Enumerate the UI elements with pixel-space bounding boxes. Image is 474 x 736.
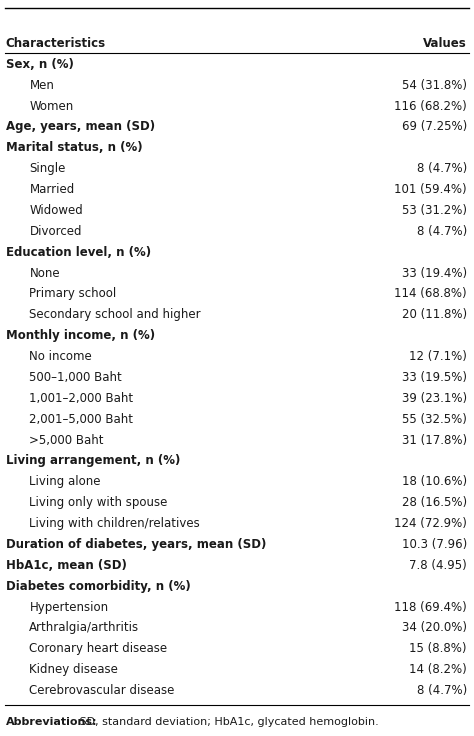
Text: HbA1c, mean (SD): HbA1c, mean (SD) bbox=[6, 559, 127, 572]
Text: 8 (4.7%): 8 (4.7%) bbox=[417, 225, 467, 238]
Text: Women: Women bbox=[29, 99, 73, 113]
Text: 8 (4.7%): 8 (4.7%) bbox=[417, 162, 467, 175]
Text: Sex, n (%): Sex, n (%) bbox=[6, 58, 73, 71]
Text: Coronary heart disease: Coronary heart disease bbox=[29, 643, 167, 655]
Text: 8 (4.7%): 8 (4.7%) bbox=[417, 684, 467, 697]
Text: No income: No income bbox=[29, 350, 92, 363]
Text: 15 (8.8%): 15 (8.8%) bbox=[410, 643, 467, 655]
Text: 20 (11.8%): 20 (11.8%) bbox=[402, 308, 467, 322]
Text: Monthly income, n (%): Monthly income, n (%) bbox=[6, 329, 155, 342]
Text: Education level, n (%): Education level, n (%) bbox=[6, 246, 151, 259]
Text: Married: Married bbox=[29, 183, 74, 196]
Text: 14 (8.2%): 14 (8.2%) bbox=[409, 663, 467, 676]
Text: Duration of diabetes, years, mean (SD): Duration of diabetes, years, mean (SD) bbox=[6, 538, 266, 551]
Text: Cerebrovascular disease: Cerebrovascular disease bbox=[29, 684, 175, 697]
Text: 33 (19.5%): 33 (19.5%) bbox=[402, 371, 467, 384]
Text: Single: Single bbox=[29, 162, 66, 175]
Text: Living arrangement, n (%): Living arrangement, n (%) bbox=[6, 455, 180, 467]
Text: SD, standard deviation; HbA1c, glycated hemoglobin.: SD, standard deviation; HbA1c, glycated … bbox=[76, 717, 379, 727]
Text: Diabetes comorbidity, n (%): Diabetes comorbidity, n (%) bbox=[6, 580, 191, 592]
Text: 34 (20.0%): 34 (20.0%) bbox=[402, 621, 467, 634]
Text: 31 (17.8%): 31 (17.8%) bbox=[402, 434, 467, 447]
Text: Marital status, n (%): Marital status, n (%) bbox=[6, 141, 142, 155]
Text: Widowed: Widowed bbox=[29, 204, 83, 217]
Text: None: None bbox=[29, 266, 60, 280]
Text: 39 (23.1%): 39 (23.1%) bbox=[402, 392, 467, 405]
Text: Men: Men bbox=[29, 79, 54, 92]
Text: Arthralgia/arthritis: Arthralgia/arthritis bbox=[29, 621, 139, 634]
Text: 12 (7.1%): 12 (7.1%) bbox=[409, 350, 467, 363]
Text: Living only with spouse: Living only with spouse bbox=[29, 496, 168, 509]
Text: Age, years, mean (SD): Age, years, mean (SD) bbox=[6, 121, 155, 133]
Text: 118 (69.4%): 118 (69.4%) bbox=[394, 601, 467, 614]
Text: Living with children/relatives: Living with children/relatives bbox=[29, 517, 200, 530]
Text: 114 (68.8%): 114 (68.8%) bbox=[394, 288, 467, 300]
Text: 124 (72.9%): 124 (72.9%) bbox=[394, 517, 467, 530]
Text: 500–1,000 Baht: 500–1,000 Baht bbox=[29, 371, 122, 384]
Text: 33 (19.4%): 33 (19.4%) bbox=[402, 266, 467, 280]
Text: Hypertension: Hypertension bbox=[29, 601, 109, 614]
Text: 18 (10.6%): 18 (10.6%) bbox=[402, 475, 467, 489]
Text: 10.3 (7.96): 10.3 (7.96) bbox=[401, 538, 467, 551]
Text: Abbreviations:: Abbreviations: bbox=[6, 717, 97, 727]
Text: 53 (31.2%): 53 (31.2%) bbox=[402, 204, 467, 217]
Text: 69 (7.25%): 69 (7.25%) bbox=[401, 121, 467, 133]
Text: 55 (32.5%): 55 (32.5%) bbox=[402, 413, 467, 425]
Text: 1,001–2,000 Baht: 1,001–2,000 Baht bbox=[29, 392, 134, 405]
Text: >5,000 Baht: >5,000 Baht bbox=[29, 434, 104, 447]
Text: 116 (68.2%): 116 (68.2%) bbox=[394, 99, 467, 113]
Text: Kidney disease: Kidney disease bbox=[29, 663, 118, 676]
Text: Divorced: Divorced bbox=[29, 225, 82, 238]
Text: 101 (59.4%): 101 (59.4%) bbox=[394, 183, 467, 196]
Text: Characteristics: Characteristics bbox=[6, 37, 106, 50]
Text: 2,001–5,000 Baht: 2,001–5,000 Baht bbox=[29, 413, 133, 425]
Text: Living alone: Living alone bbox=[29, 475, 101, 489]
Text: Values: Values bbox=[423, 37, 467, 50]
Text: 7.8 (4.95): 7.8 (4.95) bbox=[409, 559, 467, 572]
Text: Secondary school and higher: Secondary school and higher bbox=[29, 308, 201, 322]
Text: 28 (16.5%): 28 (16.5%) bbox=[402, 496, 467, 509]
Text: Primary school: Primary school bbox=[29, 288, 117, 300]
Text: 54 (31.8%): 54 (31.8%) bbox=[402, 79, 467, 92]
